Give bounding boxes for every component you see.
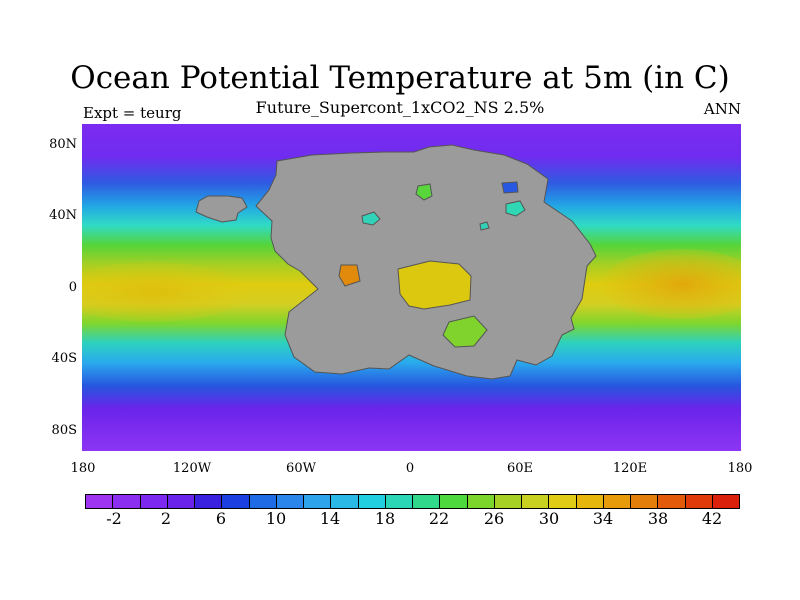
colorbar-swatch	[358, 495, 386, 508]
colorbar-swatch	[631, 495, 659, 508]
western-island	[195, 195, 248, 223]
temperature-colorbar	[85, 494, 740, 509]
x-tick-label: 180	[70, 461, 96, 476]
y-tick-label: 80N	[49, 137, 77, 152]
colorbar-swatch	[413, 495, 441, 508]
colorbar-swatch	[140, 495, 168, 508]
y-tick-label: 80S	[51, 423, 77, 438]
x-tick-label: 180	[727, 461, 753, 476]
x-tick-label: 60E	[506, 461, 534, 476]
colorbar-swatch	[331, 495, 359, 508]
colorbar-swatch	[113, 495, 141, 508]
east-warm-pool	[602, 249, 741, 319]
map-title: Ocean Potential Temperature at 5m (in C)	[70, 60, 730, 96]
colorbar-swatch	[467, 495, 495, 508]
map-plot-area	[82, 124, 741, 451]
inland-sea-north	[415, 183, 433, 201]
colorbar-swatch	[304, 495, 332, 508]
colorbar-label: 38	[647, 509, 669, 528]
colorbar-label: 2	[160, 509, 172, 528]
colorbar-swatch	[658, 495, 686, 508]
colorbar-swatch	[195, 495, 223, 508]
map-subtitle: Future_Supercont_1xCO2_NS 2.5%	[255, 98, 545, 117]
x-tick-label: 120E	[612, 461, 648, 476]
central-warm-sea	[397, 260, 472, 310]
southern-inland-sea	[442, 315, 488, 348]
colorbar-swatch	[222, 495, 250, 508]
colorbar-label: 30	[538, 509, 560, 528]
temperature-map-svg	[82, 124, 741, 451]
x-tick-label: 0	[405, 461, 415, 476]
experiment-label: Expt = teurg	[83, 104, 182, 122]
colorbar-label: 34	[592, 509, 614, 528]
colorbar-label: -2	[106, 509, 122, 528]
x-tick-label: 60W	[286, 461, 316, 476]
colorbar-swatch	[276, 495, 304, 508]
colorbar-swatch	[576, 495, 604, 508]
colorbar-label: 22	[428, 509, 450, 528]
colorbar-swatch	[522, 495, 550, 508]
inland-sea-northeast	[479, 221, 490, 231]
north-east-lake	[501, 181, 519, 194]
colorbar-swatch	[385, 495, 413, 508]
colorbar-label: 10	[265, 509, 287, 528]
west-warm-pool	[82, 262, 247, 322]
inland-sea-west	[361, 211, 381, 226]
colorbar-swatch	[167, 495, 195, 508]
colorbar-label: 6	[215, 509, 227, 528]
colorbar-swatch	[440, 495, 468, 508]
colorbar-swatch	[603, 495, 631, 508]
colorbar-swatch	[549, 495, 577, 508]
colorbar-label: 14	[319, 509, 341, 528]
warm-inland-basin	[338, 264, 361, 287]
colorbar-swatch	[685, 495, 713, 508]
colorbar-label: 26	[483, 509, 505, 528]
x-tick-label: 120W	[172, 461, 212, 476]
colorbar-label: 18	[374, 509, 396, 528]
y-tick-label: 0	[68, 280, 77, 295]
colorbar-swatch	[86, 495, 114, 508]
colorbar-swatch	[712, 495, 739, 508]
y-tick-label: 40S	[51, 351, 77, 366]
colorbar-swatch	[249, 495, 277, 508]
y-tick-label: 40N	[49, 208, 77, 223]
season-label: ANN	[703, 100, 741, 118]
eastern-basin	[505, 200, 526, 217]
colorbar-label: 42	[701, 509, 723, 528]
colorbar-swatch	[494, 495, 522, 508]
